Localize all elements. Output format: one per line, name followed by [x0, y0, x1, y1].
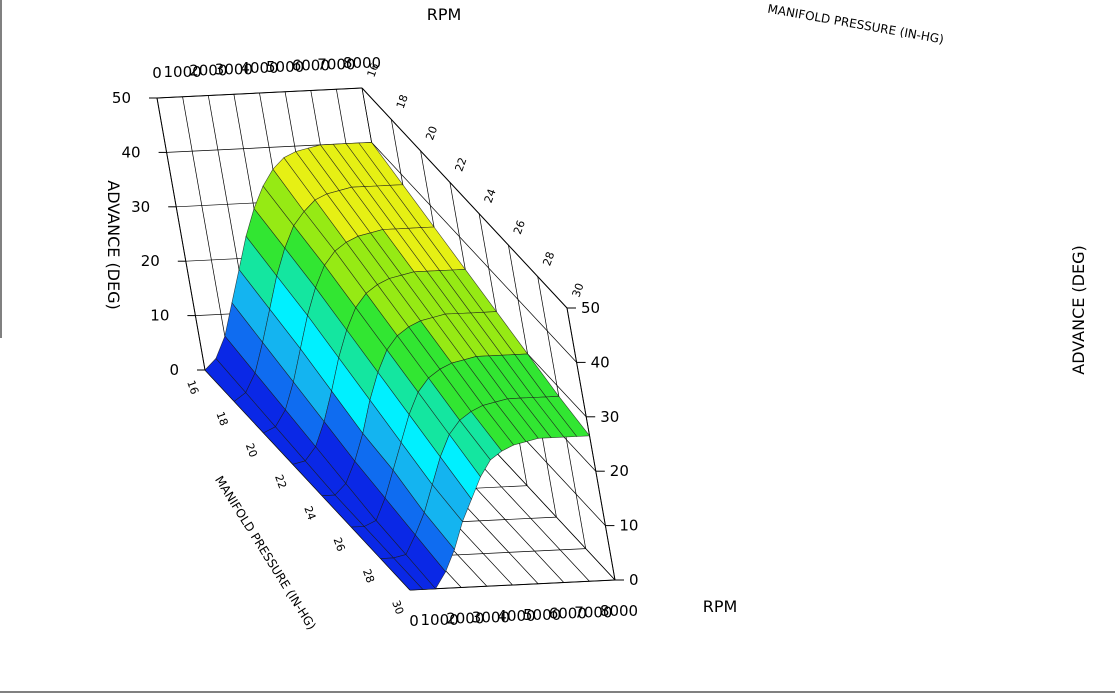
- mp-top-tick-label: 30: [570, 281, 587, 299]
- top-edge-rpm: [156, 87, 363, 99]
- rpm-bottom-tick-label: 8000: [600, 602, 638, 620]
- rpm-bottom-tick-label: 5000: [523, 606, 561, 624]
- mp-top-tick-label: 28: [540, 250, 557, 268]
- mp-top-tick-label: 22: [453, 156, 470, 174]
- rpm-bottom-tick-label: 3000: [472, 608, 510, 626]
- rpm-bottom-tick-label: 4000: [497, 607, 535, 625]
- mp-top-tick-label: 18: [394, 93, 411, 111]
- mp-bottom-tick-label: 30: [389, 599, 406, 617]
- back-wall-rpm-line: [182, 96, 231, 369]
- advance-left-tick-label: 50: [112, 89, 131, 107]
- mp-bottom-axis-title: MANIFOLD PRESSURE (IN-HG): [212, 473, 319, 632]
- top-edge-mp: [361, 87, 568, 309]
- advance-left-tick-label: 10: [150, 307, 169, 325]
- advance-left-tick-label: 30: [131, 198, 150, 216]
- advance-right-tick-label: 20: [610, 462, 629, 480]
- mp-top-tick-label: 26: [511, 219, 528, 237]
- rpm-bottom-axis-title: RPM: [703, 597, 738, 616]
- rpm-bottom-tick-label: 2000: [446, 610, 484, 628]
- advance-right-tick-label: 0: [629, 571, 639, 589]
- mp-bottom-tick-label: 28: [360, 567, 377, 585]
- advance-right-tick-label: 50: [581, 299, 600, 317]
- front-rpm-axis-line: [409, 579, 616, 591]
- mp-bottom-tick-label: 18: [213, 410, 230, 428]
- rpm-top-tick-label: 2000: [189, 62, 227, 80]
- rpm-top-tick-label: 7000: [317, 55, 355, 73]
- mp-bottom-tick-label: 26: [331, 536, 348, 554]
- surface-cell: [380, 557, 424, 591]
- rpm-top-tick-label: 8000: [343, 54, 381, 72]
- rpm-top-axis-title: RPM: [427, 5, 462, 24]
- advance-left-axis-title: ADVANCE (DEG): [104, 180, 123, 310]
- right-wall-advance-line: [371, 142, 577, 363]
- advance-right-tick-label: 40: [591, 353, 610, 371]
- advance-left-tick-label: 20: [141, 252, 160, 270]
- surface-layer: [204, 142, 591, 591]
- mp-top-tick-label: 20: [423, 124, 440, 142]
- mp-bottom-tick-label: 22: [272, 473, 289, 491]
- advance-right-tick-label: 10: [619, 517, 638, 535]
- mp-bottom-tick-label: 20: [243, 441, 260, 459]
- advance-right-axis-title: ADVANCE (DEG): [1069, 245, 1088, 375]
- rpm-top-tick-label: 4000: [240, 59, 278, 77]
- rpm-top-tick-label: 5000: [266, 58, 304, 76]
- advance-left-tick-label: 40: [122, 143, 141, 161]
- right-advance-axis-line: [566, 307, 616, 581]
- left-advance-axis-line: [156, 97, 206, 371]
- advance-right-tick-label: 30: [600, 408, 619, 426]
- mp-top-tick-label: 16: [365, 61, 382, 79]
- rpm-bottom-tick-label: 1000: [421, 611, 459, 629]
- rpm-bottom-tick-label: 6000: [549, 605, 587, 623]
- mp-bottom-tick-label: 24: [301, 504, 318, 522]
- rpm-bottom-tick-label: 7000: [574, 603, 612, 621]
- rpm-bottom-tick-label: 0: [409, 612, 419, 630]
- rpm-top-tick-label: 1000: [164, 63, 202, 81]
- rpm-top-tick-label: 6000: [292, 57, 330, 75]
- advance-left-tick-label: 0: [169, 361, 179, 379]
- mp-top-tick-label: 24: [482, 187, 499, 205]
- rpm-top-tick-label: 3000: [215, 60, 253, 78]
- rpm-top-tick-label: 0: [152, 64, 162, 82]
- mp-top-axis-title: MANIFOLD PRESSURE (IN-HG): [767, 2, 945, 47]
- mp-bottom-tick-label: 16: [184, 379, 201, 397]
